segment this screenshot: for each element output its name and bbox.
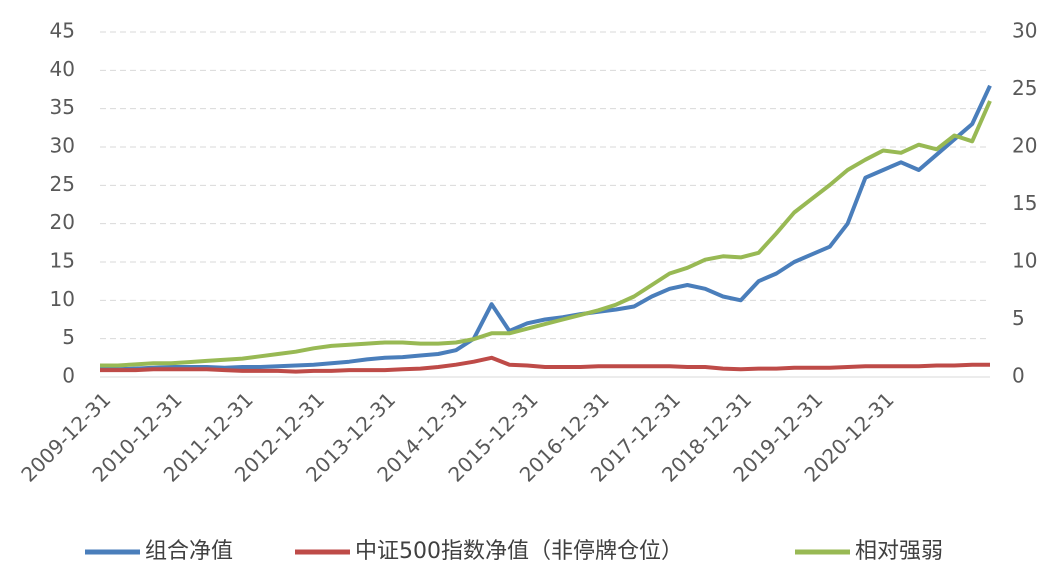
y-tick-label: 45: [50, 19, 75, 43]
y-tick-label: 30: [50, 134, 75, 158]
y-tick-label: 20: [50, 210, 75, 234]
y-tick-label: 35: [50, 95, 75, 119]
y-tick-label: 0: [62, 364, 75, 388]
y2-tick-label: 10: [1012, 249, 1037, 273]
legend-label: 相对强弱: [855, 539, 943, 564]
series-line: [100, 84, 992, 372]
y2-tick-label: 5: [1012, 306, 1025, 330]
y2-tick-label: 15: [1012, 191, 1037, 215]
y-tick-label: 5: [62, 325, 75, 349]
legend-label: 中证500指数净值（非停牌仓位）: [355, 539, 683, 564]
y2-tick-label: 30: [1012, 19, 1037, 43]
series-line: [100, 100, 992, 368]
y2-tick-label: 20: [1012, 134, 1037, 158]
legend: 组合净值 中证500指数净值（非停牌仓位） 相对强弱: [85, 539, 943, 564]
y-tick-label: 10: [50, 287, 75, 311]
legend-label: 组合净值: [145, 539, 233, 564]
y2-tick-label: 25: [1012, 76, 1037, 100]
y-tick-label: 15: [50, 249, 75, 273]
y-tick-label: 40: [50, 57, 75, 81]
series-line: [100, 355, 990, 374]
y2-tick-label: 0: [1012, 364, 1025, 388]
y-tick-label: 25: [50, 172, 75, 196]
